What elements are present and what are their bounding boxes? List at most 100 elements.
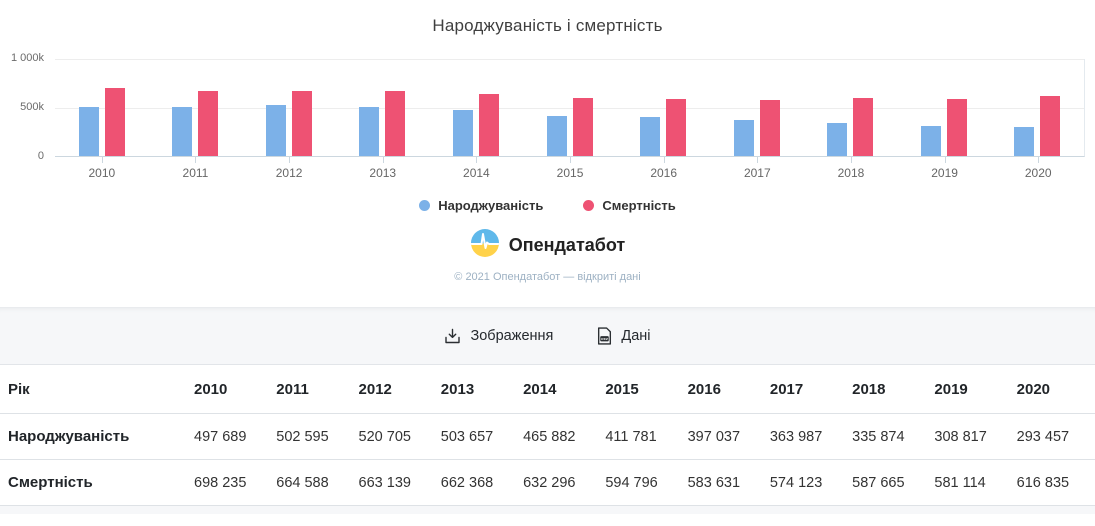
x-axis-label-2015: 2015 <box>523 157 617 180</box>
legend-item-birth[interactable]: Народжуваність <box>419 198 543 213</box>
cell-Народжуваність-2012: 520 705 <box>354 413 437 460</box>
bar-Народжуваність-2019[interactable] <box>920 126 941 156</box>
gridline-500k <box>55 108 1084 109</box>
bar-Народжуваність-2012[interactable] <box>265 105 286 156</box>
table-header-row: Рік 2010 2011 2012 2013 2014 2015 2016 2017 2018… <box>0 365 1095 414</box>
bar-Смертність-2019[interactable] <box>946 99 967 156</box>
bar-group-2017 <box>710 59 804 156</box>
chart-section: Народжуваність і смертність 1 000k 500k … <box>0 16 1095 283</box>
copyright-text: © 2021 Опендатабот — відкриті дані <box>454 271 641 283</box>
svg-text:csv: csv <box>602 336 609 341</box>
bar-group-2016 <box>616 59 710 156</box>
opendatabot-logo-icon <box>470 228 500 263</box>
x-axis-labels: 2010 2011 2012 2013 2014 2015 2016 2017 2018 2019… <box>55 157 1085 180</box>
year-header-2020: 2020 <box>1012 365 1095 414</box>
download-icon <box>444 328 461 345</box>
cell-Народжуваність-2019: 308 817 <box>930 413 1013 460</box>
cell-Народжуваність-2010: 497 689 <box>190 413 273 460</box>
bar-group-2013 <box>336 59 430 156</box>
bar-Смертність-2013[interactable] <box>385 91 406 156</box>
year-header-2013: 2013 <box>436 365 520 414</box>
cell-Смертність-2012: 663 139 <box>354 459 437 506</box>
y-axis-tick-0: 0 <box>37 150 44 162</box>
bar-Народжуваність-2016[interactable] <box>640 117 661 156</box>
bar-Народжуваність-2015[interactable] <box>546 116 567 156</box>
bar-Смертність-2014[interactable] <box>478 94 499 156</box>
cell-Народжуваність-2018: 335 874 <box>848 413 931 460</box>
csv-file-icon: csv <box>597 327 612 345</box>
row-label: Смертність <box>0 459 190 506</box>
cell-Смертність-2016: 583 631 <box>683 459 766 506</box>
download-data-label: Дані <box>621 328 651 344</box>
legend-dot-death <box>583 200 595 211</box>
bar-group-2012 <box>242 59 336 156</box>
year-header-2014: 2014 <box>519 365 602 414</box>
cell-Смертність-2017: 574 123 <box>765 459 849 506</box>
bar-Смертність-2010[interactable] <box>104 88 125 156</box>
bar-Народжуваність-2014[interactable] <box>452 110 473 156</box>
x-axis-label-2012: 2012 <box>242 157 336 180</box>
export-toolbar: Зображення csv Дані <box>0 307 1095 365</box>
year-header-2015: 2015 <box>601 365 684 414</box>
table-row-Народжуваність: Народжуваність 497 689 502 595 520 705 503 6… <box>0 413 1095 460</box>
bar-Смертність-2018[interactable] <box>853 98 874 156</box>
bar-group-2014 <box>429 59 523 156</box>
bar-group-2011 <box>149 59 243 156</box>
year-header-2019: 2019 <box>930 365 1013 414</box>
cell-Смертність-2015: 594 796 <box>601 459 684 506</box>
bar-Народжуваність-2011[interactable] <box>172 107 193 156</box>
cell-Народжуваність-2015: 411 781 <box>601 413 684 460</box>
x-axis-label-2017: 2017 <box>710 157 804 180</box>
x-axis-label-2011: 2011 <box>149 157 243 180</box>
x-axis-label-2019: 2019 <box>898 157 992 180</box>
x-axis-label-2014: 2014 <box>430 157 524 180</box>
legend-dot-birth <box>419 200 431 211</box>
y-axis-tick-500k: 500k <box>20 101 44 113</box>
legend-label-birth: Народжуваність <box>438 198 544 213</box>
x-axis-label-2016: 2016 <box>617 157 711 180</box>
bar-Смертність-2011[interactable] <box>198 91 219 156</box>
bar-group-2010 <box>55 59 149 156</box>
bar-chart: 2010 2011 2012 2013 2014 2015 2016 2017 2018 2019… <box>55 59 1085 180</box>
bar-group-2015 <box>523 59 617 156</box>
bar-Смертність-2012[interactable] <box>291 91 312 156</box>
x-axis-label-2018: 2018 <box>804 157 898 180</box>
cell-Смертність-2018: 587 665 <box>848 459 931 506</box>
bar-Народжуваність-2018[interactable] <box>827 123 848 156</box>
x-axis-label-2020: 2020 <box>991 157 1085 180</box>
chart-legend: Народжуваність Смертність <box>0 198 1095 213</box>
year-header-2017: 2017 <box>765 365 849 414</box>
bar-Смертність-2020[interactable] <box>1040 96 1061 156</box>
chart-title: Народжуваність і смертність <box>432 16 663 35</box>
cell-Смертність-2014: 632 296 <box>519 459 602 506</box>
bar-Народжуваність-2013[interactable] <box>359 107 380 156</box>
year-header-2010: 2010 <box>190 365 273 414</box>
cell-Смертність-2019: 581 114 <box>930 459 1013 506</box>
year-header-2012: 2012 <box>354 365 437 414</box>
bar-Народжуваність-2017[interactable] <box>733 120 754 156</box>
gridline-1000k <box>55 59 1084 60</box>
bar-Смертність-2017[interactable] <box>759 100 780 156</box>
download-data-button[interactable]: csv Дані <box>597 327 651 345</box>
brand-name: Опендатабот <box>508 235 626 255</box>
cell-Народжуваність-2017: 363 987 <box>765 413 849 460</box>
cell-Смертність-2010: 698 235 <box>190 459 273 506</box>
year-header-2016: 2016 <box>683 365 766 414</box>
cell-Народжуваність-2020: 293 457 <box>1012 413 1095 460</box>
table-row-Смертність: Смертність 698 235 664 588 663 139 662 368 63… <box>0 459 1095 506</box>
bar-Смертність-2015[interactable] <box>572 98 593 156</box>
cell-Народжуваність-2016: 397 037 <box>683 413 766 460</box>
cell-Смертність-2011: 664 588 <box>272 459 355 506</box>
plot-area <box>55 59 1085 157</box>
cell-Народжуваність-2013: 503 657 <box>436 413 520 460</box>
legend-item-death[interactable]: Смертність <box>583 198 676 213</box>
bar-Смертність-2016[interactable] <box>666 99 687 156</box>
legend-label-death: Смертність <box>602 198 676 213</box>
bar-groups <box>55 59 1084 156</box>
bar-Народжуваність-2020[interactable] <box>1014 127 1035 156</box>
opendatabot-brand[interactable]: Опендатабот <box>0 228 1095 263</box>
bar-Народжуваність-2010[interactable] <box>78 107 99 156</box>
y-axis-tick-1000k: 1 000k <box>10 52 44 64</box>
cell-Народжуваність-2011: 502 595 <box>272 413 355 460</box>
download-image-button[interactable]: Зображення <box>444 328 553 345</box>
